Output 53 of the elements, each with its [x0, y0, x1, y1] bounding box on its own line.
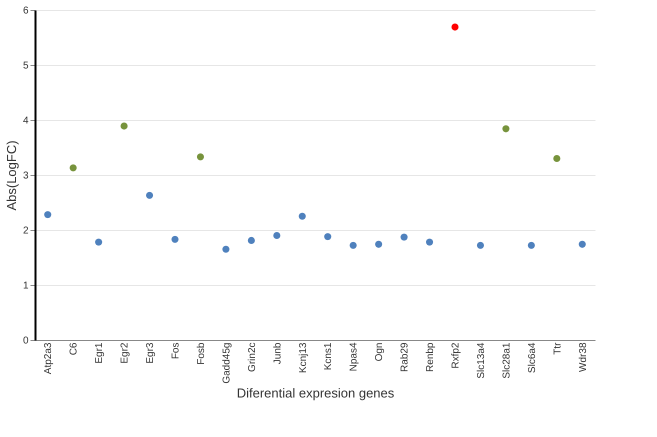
point [44, 211, 52, 218]
y-tick-label: 2 [22, 226, 29, 236]
x-tick-label: Kcns1 [323, 342, 334, 370]
x-tick-label: Slc28a1 [501, 342, 512, 379]
point [146, 192, 154, 199]
x-tick-label: Rxfp2 [450, 342, 462, 369]
point [273, 232, 280, 240]
x-tick-label: Renbp [425, 342, 436, 372]
x-tick-label: Grin2c [246, 342, 258, 372]
x-tick-label: C6 [68, 342, 80, 356]
point [222, 246, 230, 253]
x-tick-label: Wdr38 [578, 342, 589, 372]
x-tick-label: Fos [170, 342, 182, 360]
x-tick-label: Junb [272, 342, 284, 364]
x-tick-label: Ogn [374, 342, 386, 362]
point [375, 240, 382, 248]
point [70, 164, 77, 172]
x-tick-label: Npas4 [348, 342, 360, 372]
y-axis-title: Abs(LogFC) [4, 140, 19, 211]
point [196, 153, 204, 160]
point [95, 238, 102, 246]
point [476, 242, 484, 249]
point [400, 234, 408, 241]
point [528, 242, 535, 249]
point [298, 212, 306, 220]
x-tick-label: Atp2a3 [43, 342, 54, 374]
x-tick-label: Fosb [196, 342, 207, 365]
y-tick-label: 1 [22, 280, 29, 292]
point [120, 122, 128, 130]
point [350, 242, 357, 249]
x-tick-label: Egr2 [120, 342, 131, 364]
point [426, 238, 434, 246]
point [171, 236, 179, 243]
y-tick-label: 5 [22, 60, 29, 72]
point [502, 125, 510, 132]
y-tick-label: 4 [22, 116, 29, 126]
point [324, 233, 332, 240]
x-tick-label: Ttr [552, 342, 564, 355]
y-tick-label: 3 [22, 170, 29, 182]
y-tick-label: 6 [22, 6, 29, 16]
point [248, 236, 255, 244]
x-tick-label: Gadd45g [221, 342, 232, 384]
y-tick-label: 0 [22, 336, 29, 346]
point [578, 240, 586, 248]
point [553, 154, 560, 162]
x-tick-label: Rab29 [400, 342, 411, 372]
x-tick-label: Slc13a4 [476, 342, 487, 379]
x-tick-label: Kcnj13 [298, 342, 309, 374]
point [451, 24, 459, 31]
x-axis-title: Diferential expresion genes [236, 386, 395, 401]
x-tick-label: Egr1 [94, 342, 106, 364]
x-tick-label: Egr3 [145, 342, 156, 364]
x-tick-label: Slc6a4 [526, 342, 538, 374]
